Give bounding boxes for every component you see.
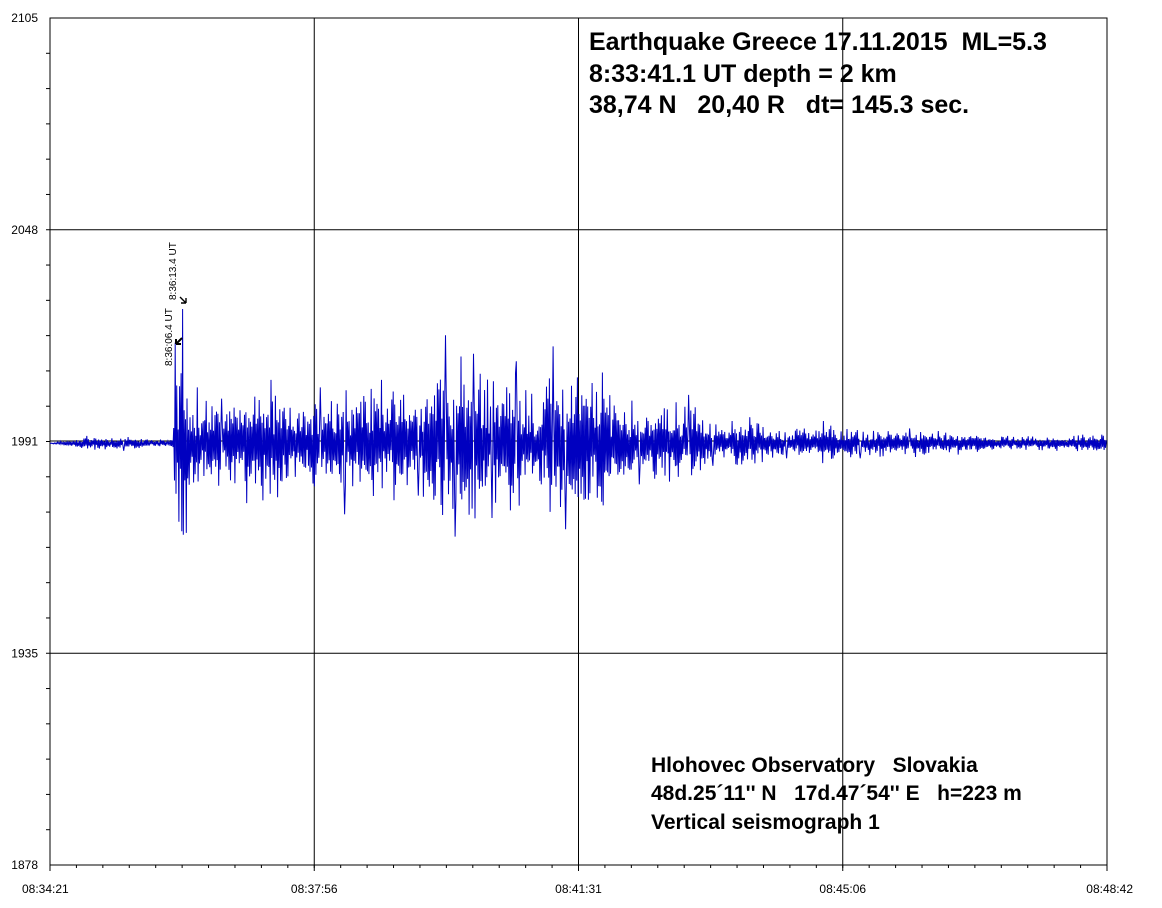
- x-tick-label: 08:45:06: [819, 882, 866, 896]
- station-name: Hlohovec Observatory Slovakia: [651, 754, 978, 777]
- event-origin-time: 8:33:41.1 UT depth = 2 km: [589, 60, 897, 88]
- y-tick-labels: 2105 2048 1991 1935 1878: [11, 11, 38, 872]
- arrival-label-2: 8:36:13.4 UT: [168, 242, 179, 300]
- trace-line: [50, 308, 1107, 537]
- arrival-annotation-1: 8:36:06.4 UT: [164, 308, 183, 366]
- arrow-icon: [175, 337, 183, 345]
- y-tick-label: 2105: [11, 11, 38, 25]
- y-tick-label: 1935: [11, 646, 38, 660]
- y-tick-label: 2048: [11, 223, 38, 237]
- x-tick-label: 08:34:21: [22, 882, 69, 896]
- station-coordinates: 48d.25´11'' N 17d.47´54'' E h=223 m: [651, 782, 1022, 805]
- arrival-annotation-2: 8:36:13.4 UT: [168, 242, 187, 304]
- arrow-icon: [179, 296, 187, 304]
- instrument-name: Vertical seismograph 1: [651, 811, 880, 834]
- event-location: 38,74 N 20,40 R dt= 145.3 sec.: [589, 91, 969, 119]
- arrival-label-1: 8:36:06.4 UT: [164, 308, 175, 366]
- y-tick-label: 1991: [11, 435, 38, 449]
- event-title: Earthquake Greece 17.11.2015 ML=5.3: [589, 28, 1047, 56]
- seismic-trace: [50, 308, 1107, 537]
- y-tick-label: 1878: [11, 858, 38, 872]
- x-tick-label: 08:37:56: [291, 882, 338, 896]
- x-tick-labels: 08:34:21 08:37:56 08:41:31 08:45:06 08:48:42: [22, 882, 1133, 896]
- x-tick-label: 08:41:31: [555, 882, 602, 896]
- minor-ticks: [46, 52, 1108, 871]
- x-tick-label: 08:48:42: [1086, 882, 1133, 896]
